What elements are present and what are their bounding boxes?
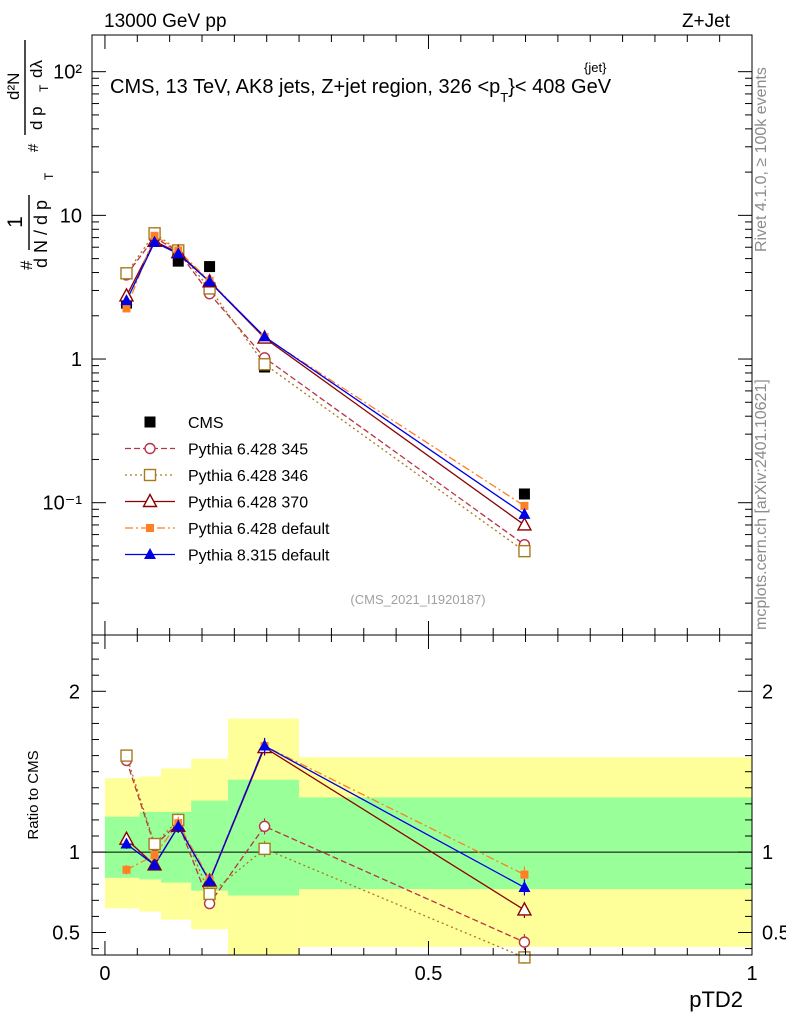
y-tick-label-main: 10² (53, 62, 82, 84)
cms-data-point (518, 488, 530, 500)
y-tick-label-main: 1 (71, 349, 82, 371)
main-point-series-1 (258, 358, 271, 371)
y-tick-label-main: 10 (60, 205, 82, 227)
main-point-series-4 (172, 247, 185, 259)
ylabel-t2: T (37, 84, 51, 92)
main-line-series-2 (125, 240, 525, 526)
ratio-point-series-2 (516, 901, 533, 916)
ylabel-hash-2: # (25, 143, 42, 152)
legend-label: Pythia 6.428 default (188, 521, 330, 538)
ratio-data-layer (92, 718, 752, 964)
plot-title-sub: T (500, 90, 508, 105)
ratio-plot-frame (91, 634, 753, 956)
main-plot-panel: 10⁻¹ 1 10 10² CMS, 13 TeV, AK8 jets, Z+jet … (4, 34, 753, 636)
main-line-series-1 (125, 232, 525, 552)
main-axis: 10⁻¹ 1 10 10² (43, 35, 753, 635)
y-tick-label-ratio-left: 2 (69, 681, 80, 703)
ratio-point-series-4 (518, 880, 531, 892)
cms-data-point (172, 255, 184, 267)
y-tick-label-ratio-right: 0.5 (762, 922, 786, 944)
ylabel-dn: d N / d p (31, 200, 51, 268)
legend-marker (144, 442, 156, 455)
plot-title: CMS, 13 TeV, AK8 jets, Z+jet region, 326… (110, 76, 612, 105)
main-plot-frame (91, 34, 753, 636)
main-line-series-0 (125, 236, 525, 546)
main-point-series-3 (520, 501, 529, 510)
y-tick-label-ratio-left: 0.5 (52, 922, 80, 944)
ylabel-t1: T (42, 172, 56, 180)
y-tick-label-ratio-right: 1 (762, 842, 773, 864)
ratio-axis: 0 0.5 10.5 0.51 12 2 (52, 635, 786, 985)
ratio-point-series-3 (520, 870, 529, 879)
energy-label: 13000 GeV pp (104, 11, 227, 32)
ylabel-one: 1 (4, 216, 27, 228)
ratio-band-stat (227, 779, 300, 896)
legend-marker (142, 493, 158, 508)
ratio-line-series-4 (126, 745, 525, 889)
analysis-id: (CMS_2021_I1920187) (350, 592, 485, 607)
main-point-series-4 (148, 235, 161, 247)
legend-label: Pythia 8.315 default (188, 548, 330, 565)
main-point-series-4 (120, 294, 133, 306)
plot-title-sup: {jet} (584, 60, 607, 75)
main-line-series-3 (125, 234, 525, 507)
ratio-point-series-3 (150, 851, 159, 860)
process-label: Z+Jet (682, 11, 731, 32)
ratio-point-series-4 (148, 858, 161, 870)
main-point-series-1 (120, 267, 133, 280)
ratio-point-series-4 (203, 874, 216, 886)
ratio-point-series-4 (172, 819, 185, 831)
ratio-line-series-0 (125, 760, 525, 943)
ratio-point-series-1 (258, 842, 271, 856)
main-point-series-4 (518, 507, 531, 519)
x-tick-label: 0 (99, 963, 110, 985)
ratio-point-series-1 (120, 749, 133, 762)
ylabel-den: d p (27, 106, 46, 130)
main-data-layer (118, 227, 533, 558)
legend-label: Pythia 6.428 345 (188, 442, 308, 459)
y-axis-label-main: # 1 d N / d p T # d²N d p T dλ (4, 40, 56, 270)
ratio-line-series-1 (125, 755, 525, 959)
main-point-series-1 (518, 544, 531, 558)
ratio-point-series-1 (203, 887, 216, 901)
ratio-point-series-1 (148, 837, 161, 851)
main-point-series-4 (203, 275, 216, 287)
x-axis-label: pTD2 (689, 987, 743, 1012)
legend-marker (143, 468, 157, 482)
main-point-series-2 (516, 516, 533, 531)
ratio-point-series-4 (120, 837, 133, 849)
legend-marker (144, 416, 156, 428)
y-tick-label-ratio-right: 2 (762, 681, 773, 703)
legend-label: Pythia 6.428 346 (188, 468, 308, 485)
x-tick-label: 1 (746, 963, 757, 985)
y-tick-label-ratio-left: 1 (69, 842, 80, 864)
ratio-plot-panel: 0 0.5 10.5 0.51 12 2 Ratio to CMS (25, 634, 786, 985)
main-line-series-4 (125, 241, 525, 515)
ylabel-d2n: d²N (4, 73, 23, 100)
main-point-series-3 (122, 304, 131, 313)
x-tick-label: 0.5 (415, 963, 443, 985)
legend: CMS Pythia 6.428 345 Pythia 6.428 346 Pythi… (125, 415, 330, 565)
y-tick-label-main: 10⁻¹ (43, 493, 83, 515)
plot-title-text: CMS, 13 TeV, AK8 jets, Z+jet region, 326… (110, 76, 500, 98)
legend-label: Pythia 6.428 370 (188, 495, 308, 512)
ratio-point-series-0 (258, 820, 271, 833)
legend-marker (144, 548, 156, 559)
ratio-point-series-3 (122, 865, 131, 874)
rivet-label: Rivet 4.1.0, ≥ 100k events (753, 67, 770, 252)
ratio-line-series-3 (126, 745, 525, 881)
cms-data-point (204, 261, 216, 273)
ratio-point-series-4 (258, 739, 271, 751)
y-axis-label-ratio: Ratio to CMS (25, 750, 42, 839)
ylabel-dl: dλ (27, 60, 46, 78)
legend-marker (146, 524, 154, 532)
ratio-point-series-0 (518, 936, 531, 948)
plot-title-end: }< 408 GeV (508, 76, 612, 98)
ylabel-hash-1: # (17, 260, 36, 270)
legend-label: CMS (188, 415, 224, 432)
ratio-point-series-1 (518, 951, 531, 964)
main-point-series-4 (258, 330, 271, 342)
mcplots-label: mcplots.cern.ch [arXiv:2401.10621] (753, 379, 770, 630)
